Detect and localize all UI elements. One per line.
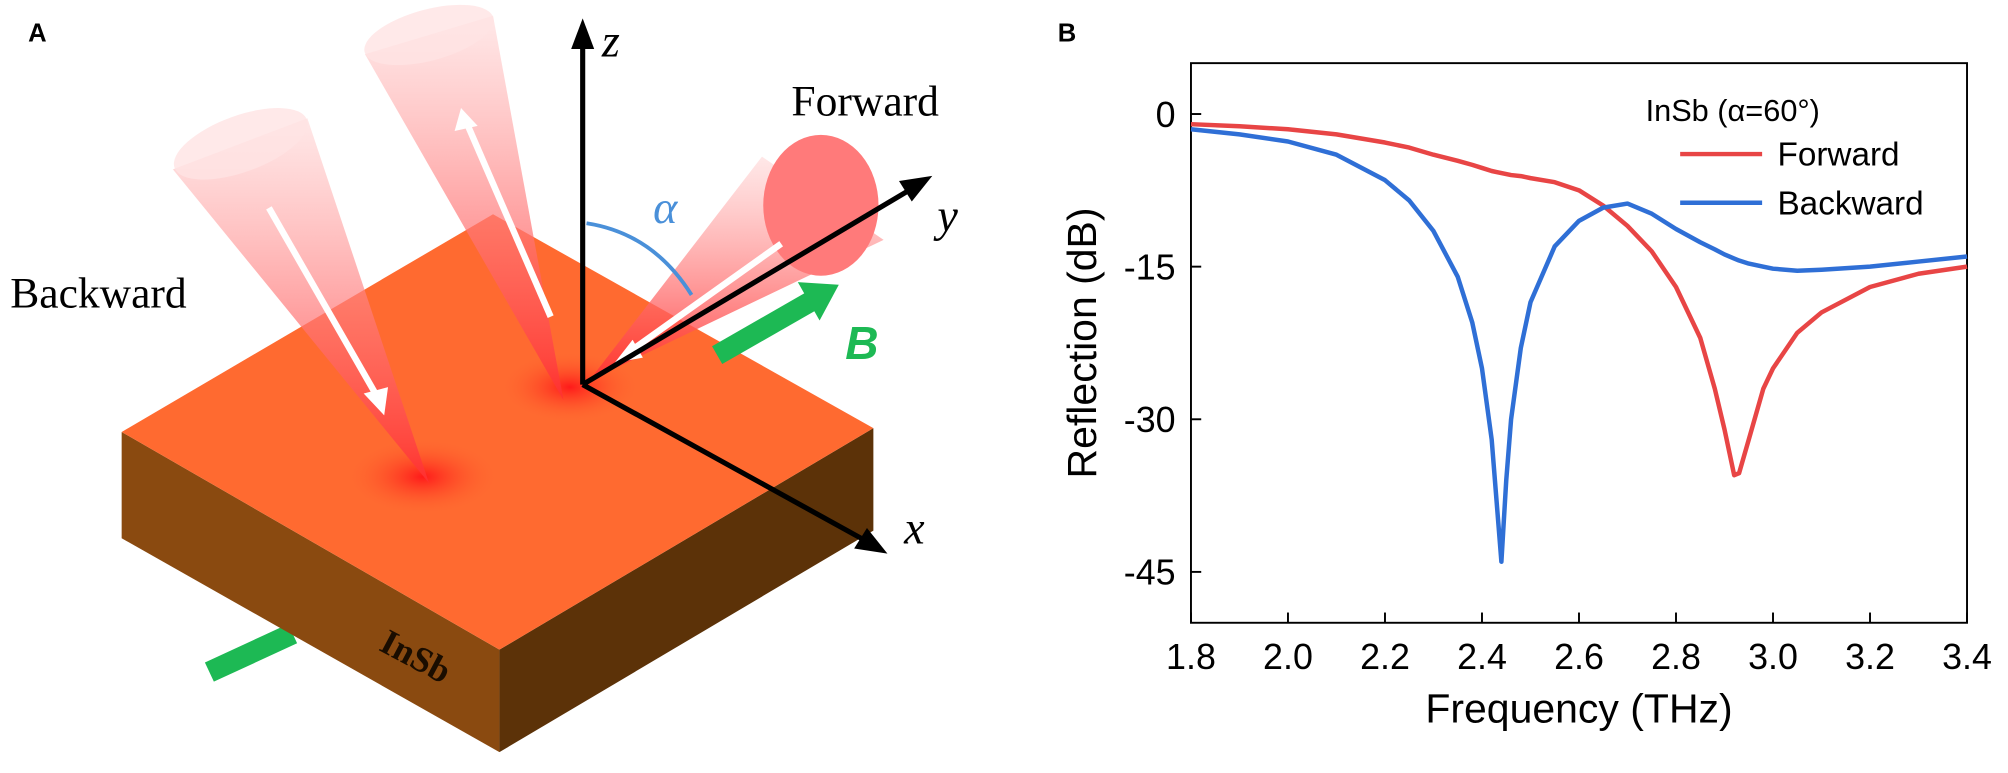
beam-arrow [464, 123, 554, 318]
x-tick-label: 2.8 [1651, 637, 1701, 677]
label-backward: Backward [10, 270, 187, 318]
x-tick-label: 1.8 [1166, 637, 1216, 677]
legend-label: Backward [1777, 185, 1923, 222]
x-tick-label: 3.0 [1748, 637, 1798, 677]
arrowhead [363, 387, 389, 416]
arrowhead [898, 175, 933, 202]
panel-a: A Backward Forward z y x α B InSb [10, 4, 958, 753]
arrowhead [454, 107, 478, 132]
beam-cone [364, 15, 564, 400]
arrowhead [614, 339, 643, 363]
field-arrow [712, 291, 819, 365]
angle-arc [586, 221, 694, 296]
label-alpha: α [653, 182, 678, 233]
x-tick-label: 2.6 [1554, 637, 1604, 677]
x-tick-label: 3.2 [1845, 637, 1895, 677]
x-axis [581, 382, 867, 544]
beam-spot [345, 438, 500, 516]
x-tick-label: 2.0 [1263, 637, 1313, 677]
label-forward: Forward [791, 78, 939, 126]
x-axis-label: Frequency (THz) [1425, 686, 1732, 732]
line-series [1190, 121, 1968, 478]
x-tick-label: 3.4 [1942, 637, 1992, 677]
label-z: z [601, 16, 620, 67]
y-axis-label: Reflection (dB) [1059, 207, 1105, 478]
panel-label: A [28, 19, 47, 47]
beam-cap [364, 4, 494, 66]
y-tick-label: 0 [1156, 95, 1176, 135]
panel-label: B [1058, 19, 1077, 47]
field-strip [204, 624, 298, 682]
beam-cap [173, 108, 308, 180]
x-tick-label: 2.4 [1457, 637, 1507, 677]
line-series [1190, 127, 1968, 564]
label-b: B [845, 317, 878, 369]
label-x: x [903, 502, 925, 553]
plot-frame [1190, 62, 1968, 624]
arrowhead [854, 528, 888, 554]
arrowhead [797, 282, 839, 321]
panel-b: B 1.8 2.0 2.2 2.4 2.6 2.8 3.0 3.2 3.4 0 -15 -30 -45 Fr… [1058, 19, 1992, 731]
y-axis [581, 186, 914, 387]
slab-right-face [499, 428, 874, 753]
y-tick-label: -45 [1124, 553, 1176, 593]
beam-cap [763, 134, 879, 276]
y-tick-label: -15 [1124, 247, 1176, 287]
legend-title: InSb (α=60°) [1646, 93, 1820, 128]
label-y: y [933, 190, 958, 241]
slab-left-face [121, 431, 500, 753]
beam-arrow [628, 241, 784, 354]
beam-cone [172, 118, 430, 484]
beam-arrow [266, 206, 382, 402]
legend-label: Forward [1777, 137, 1899, 174]
x-tick-label: 2.2 [1360, 637, 1410, 677]
y-tick-label: -30 [1124, 400, 1176, 440]
arrowhead [571, 18, 595, 50]
